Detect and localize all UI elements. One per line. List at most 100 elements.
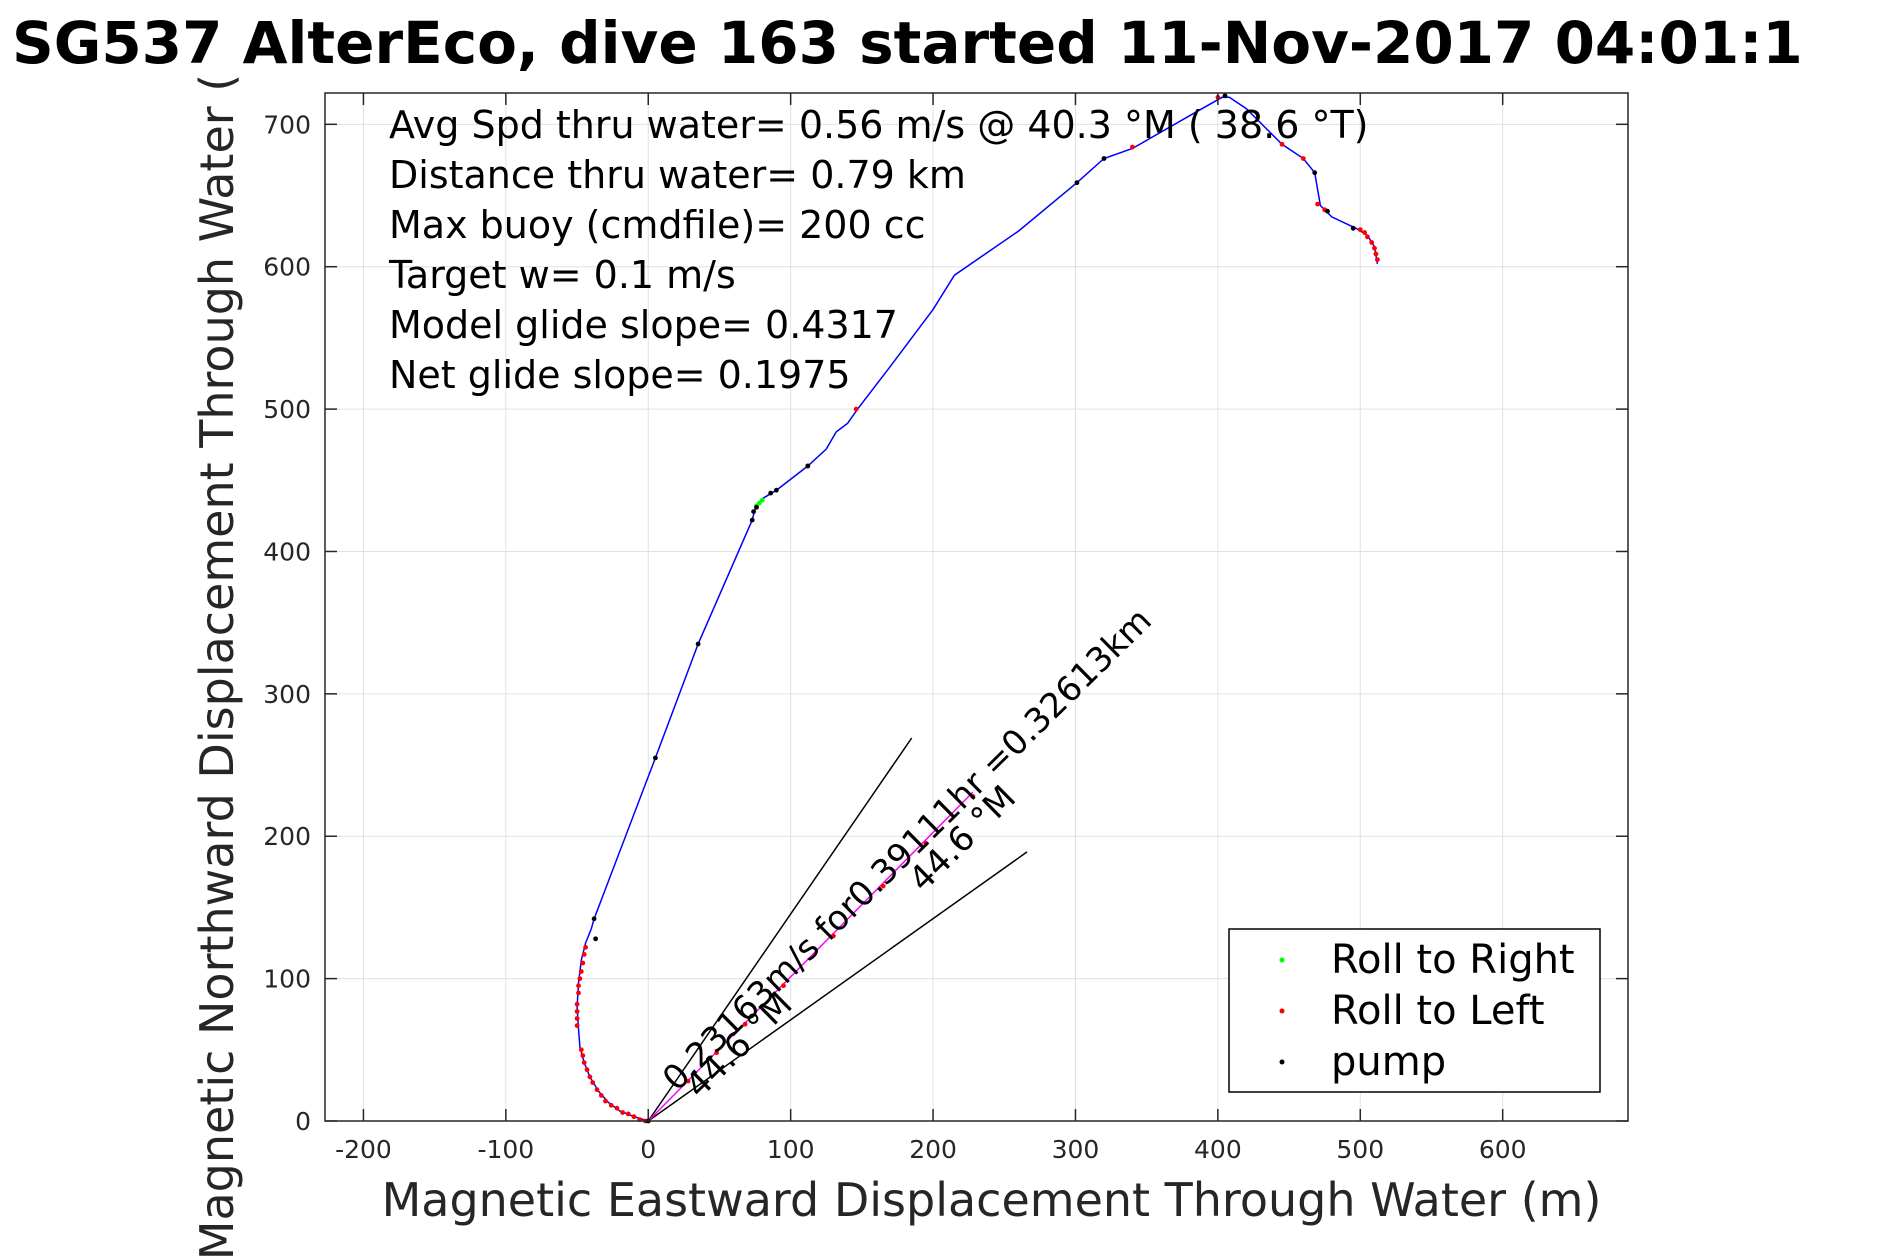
- stats-line-2: Distance thru water= 0.79 km: [389, 153, 966, 197]
- x-tick-label: 500: [1336, 1135, 1384, 1164]
- direction-lines: [647, 737, 1028, 1122]
- x-tick-label: 100: [767, 1135, 815, 1164]
- stats-line-3: Max buoy (cmdfile)= 200 cc: [389, 203, 926, 247]
- legend-marker-pump: [1279, 1059, 1285, 1065]
- x-tick-label: 400: [1194, 1135, 1242, 1164]
- roll-left-point: [742, 1021, 748, 1027]
- legend-label-roll-right: Roll to Right: [1331, 937, 1575, 983]
- pump-point: [1325, 208, 1330, 214]
- legend: Roll to Right Roll to Left pump: [1228, 928, 1601, 1093]
- stats-line-1: Avg Spd thru water= 0.56 m/s @ 40.3 °M (…: [389, 103, 1369, 147]
- roll-left-point: [1357, 227, 1363, 233]
- dive-track: [576, 96, 1379, 1122]
- roll-left-point: [576, 990, 581, 996]
- data-points: [574, 93, 1380, 1124]
- roll-left-point: [576, 983, 581, 989]
- y-tick-label: 400: [263, 537, 311, 566]
- roll-left-point: [578, 1047, 584, 1053]
- roll-left-point: [1373, 251, 1379, 257]
- x-tick-label: -100: [477, 1135, 534, 1164]
- roll-right-point: [756, 500, 762, 506]
- roll-left-point: [590, 1080, 596, 1085]
- stats-line-5: Model glide slope= 0.4317: [389, 303, 898, 347]
- roll-left-point: [1279, 141, 1285, 147]
- roll-left-point: [594, 1087, 600, 1093]
- roll-left-point: [625, 1111, 631, 1117]
- roll-left-point: [580, 1053, 586, 1058]
- pump-point: [1101, 156, 1107, 161]
- y-tick-label: 100: [263, 965, 311, 994]
- roll-left-point: [608, 1102, 614, 1108]
- roll-left-point: [583, 944, 588, 950]
- legend-marker-roll-left: [1279, 1008, 1285, 1014]
- plot-frame: [324, 92, 1629, 1122]
- roll-left-point: [598, 1093, 604, 1098]
- roll-left-point: [587, 1074, 593, 1080]
- roll-left-point: [574, 1009, 580, 1014]
- legend-box: [1228, 928, 1601, 1093]
- roll-left-point: [831, 933, 836, 939]
- roll-left-point: [853, 406, 859, 412]
- x-tick-label: 300: [1052, 1135, 1100, 1164]
- y-tick-label: 600: [263, 253, 311, 282]
- x-tick-label: 600: [1479, 1135, 1527, 1164]
- y-tick-label: 500: [263, 395, 311, 424]
- roll-left-point: [603, 1098, 608, 1104]
- roll-left-point: [1300, 156, 1306, 161]
- roll-left-point: [574, 1016, 580, 1021]
- roll-left-point: [577, 976, 583, 981]
- roll-left-point: [781, 983, 786, 989]
- pump-point: [593, 936, 598, 942]
- y-tick-label: 0: [295, 1107, 311, 1136]
- x-tick-label: 0: [640, 1135, 656, 1164]
- pump-point: [653, 755, 658, 761]
- legend-label-pump: pump: [1331, 1039, 1446, 1085]
- roll-left-point: [1375, 257, 1380, 262]
- current-vector-line: [647, 791, 974, 1122]
- x-axis-ticks: -200 -100 0 100 200 300 400 500 600: [335, 93, 1527, 1164]
- roll-left-point: [880, 883, 886, 889]
- pump-point: [805, 463, 811, 469]
- roll-left-point: [1372, 245, 1377, 251]
- x-tick-label: 200: [909, 1135, 957, 1164]
- x-tick-label: -200: [335, 1135, 392, 1164]
- roll-left-point: [685, 1078, 691, 1084]
- roll-left-point: [1362, 230, 1367, 235]
- pump-point: [749, 517, 755, 523]
- current-label: 0.23163m/s for0.39111hr =0.32613km: [655, 601, 1160, 1099]
- direction-line-2: [647, 851, 1028, 1122]
- roll-left-point: [614, 1105, 620, 1111]
- pump-point: [774, 487, 779, 493]
- y-tick-label: 200: [263, 822, 311, 851]
- pump-point: [1222, 93, 1228, 99]
- track-line: [576, 96, 1379, 1122]
- direction-line-1: [647, 737, 913, 1122]
- roll-left-point: [581, 1060, 587, 1065]
- stats-line-4: Target w= 0.1 m/s: [388, 253, 736, 297]
- roll-left-point: [578, 969, 584, 974]
- roll-left-point: [1365, 234, 1370, 240]
- x-axis-label: Magnetic Eastward Displacement Through W…: [382, 1173, 1602, 1227]
- roll-left-point: [631, 1114, 637, 1120]
- pump-point: [768, 490, 774, 496]
- roll-left-point: [923, 841, 929, 846]
- stats-annotations: Avg Spd thru water= 0.56 m/s @ 40.3 °M (…: [388, 103, 1369, 397]
- stats-line-6: Net glide slope= 0.1975: [389, 353, 851, 397]
- pump-point: [591, 916, 597, 922]
- roll-left-point: [970, 794, 976, 799]
- roll-left-point: [1130, 144, 1135, 150]
- roll-left-point: [580, 960, 586, 966]
- roll-left-point: [620, 1110, 625, 1115]
- pump-point: [754, 504, 759, 510]
- roll-left-point: [574, 1001, 580, 1007]
- roll-right-point: [759, 497, 765, 503]
- pump-point: [1312, 170, 1318, 176]
- roll-left-point: [1315, 201, 1320, 207]
- y-axis-ticks: 0 100 200 300 400 500 600 700: [263, 110, 1628, 1136]
- chart-title: SG537 AlterEco, dive 163 started 11-Nov-…: [12, 9, 1803, 77]
- y-tick-label: 300: [263, 680, 311, 709]
- roll-left-point: [574, 1023, 580, 1028]
- roll-left-point: [581, 952, 587, 957]
- pump-point: [695, 641, 701, 647]
